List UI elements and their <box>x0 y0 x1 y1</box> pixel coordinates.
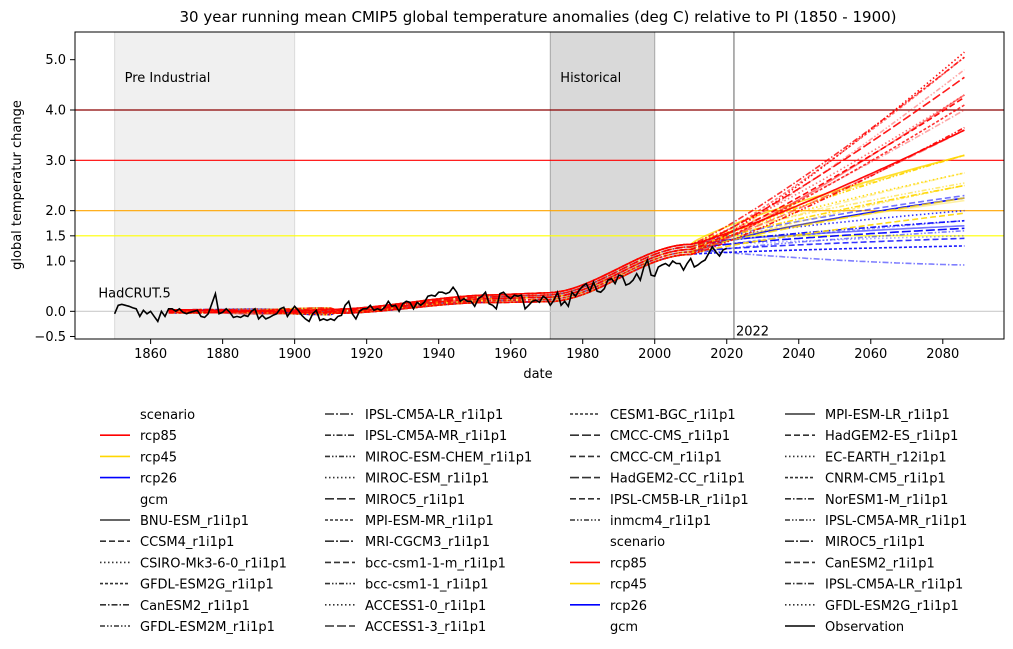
plot-area: Pre Industrial Historical 2022 HadCRUT.5 <box>74 31 1005 340</box>
y-tick-label-6: 4.0 <box>45 104 66 119</box>
shade-period-0 <box>114 31 296 340</box>
legend-label-2-9: rcp26 <box>610 599 647 614</box>
chart-title: 30 year running mean CMIP5 global temper… <box>179 8 896 26</box>
legend-label-3-5: IPSL-CM5A-MR_r1i1p1 <box>825 514 967 529</box>
legend: scenario rcp85 rcp45 rcp26 gcm BNU-ESM_r1i1p1… <box>100 408 967 635</box>
shade-period-1 <box>549 31 656 340</box>
x-tick-label-2080: 2080 <box>926 347 959 362</box>
legend-label-1-7: bcc-csm1-1-m_r1i1p1 <box>365 556 506 571</box>
legend-label-3-1: HadGEM2-ES_r1i1p1 <box>825 429 958 444</box>
legend-label-3-9: GFDL-ESM2G_r1i1p1 <box>825 599 959 614</box>
x-tick-label-2000: 2000 <box>638 347 671 362</box>
legend-label-2-7: rcp85 <box>610 556 647 571</box>
x-tick-label-1980: 1980 <box>566 347 599 362</box>
y-tick-label-3: 1.5 <box>45 229 66 244</box>
legend-label-0-8: GFDL-ESM2G_r1i1p1 <box>140 578 274 593</box>
legend-label-3-10: Observation <box>825 620 904 635</box>
legend-label-2-3: HadGEM2-CC_r1i1p1 <box>610 472 745 487</box>
legend-label-2-8: rcp45 <box>610 578 647 593</box>
y-tick-label-1: 0.0 <box>45 305 66 320</box>
legend-label-3-6: MIROC5_r1i1p1 <box>825 535 925 550</box>
legend-label-0-0: scenario <box>140 408 195 423</box>
legend-label-2-4: IPSL-CM5B-LR_r1i1p1 <box>610 493 749 508</box>
x-tick-label-1880: 1880 <box>206 347 239 362</box>
legend-label-1-6: MRI-CGCM3_r1i1p1 <box>365 535 490 550</box>
x-tick-label-2040: 2040 <box>782 347 815 362</box>
legend-label-1-0: IPSL-CM5A-LR_r1i1p1 <box>365 408 503 423</box>
legend-label-1-9: ACCESS1-0_r1i1p1 <box>365 599 486 614</box>
legend-label-2-6: scenario <box>610 535 665 550</box>
legend-label-2-5: inmcm4_r1i1p1 <box>610 514 711 529</box>
observation-line <box>113 245 728 324</box>
model-line-rcp85-12 <box>168 129 965 313</box>
y-tick-label-2: 1.0 <box>45 254 66 269</box>
annotations: Pre Industrial Historical 2022 HadCRUT.5 <box>98 32 769 339</box>
model-line-rcp26-5 <box>168 230 965 315</box>
x-tick-label-1900: 1900 <box>278 347 311 362</box>
legend-label-1-8: bcc-csm1-1_r1i1p1 <box>365 578 489 593</box>
x-tick-label-1920: 1920 <box>350 347 383 362</box>
shade-period-label-1: Historical <box>560 71 621 86</box>
legend-label-3-8: IPSL-CM5A-LR_r1i1p1 <box>825 578 963 593</box>
observation-label: HadCRUT.5 <box>98 287 170 302</box>
shaded-periods <box>114 31 656 340</box>
year-marker-label: 2022 <box>736 324 769 339</box>
x-axis: 1860 1880 1900 1920 1940 1960 1980 2000 2020 2040… <box>134 339 959 362</box>
shade-period-label-0: Pre Industrial <box>125 71 211 86</box>
legend-label-0-1: rcp85 <box>140 429 177 444</box>
x-tick-label-2060: 2060 <box>854 347 887 362</box>
legend-label-0-6: CCSM4_r1i1p1 <box>140 535 234 550</box>
legend-label-0-5: BNU-ESM_r1i1p1 <box>140 514 249 529</box>
legend-label-0-7: CSIRO-Mk3-6-0_r1i1p1 <box>140 556 287 571</box>
model-line-rcp85-3 <box>168 69 965 315</box>
legend-label-3-3: CNRM-CM5_r1i1p1 <box>825 472 946 487</box>
model-line-rcp85-11 <box>168 129 965 314</box>
x-tick-label-2020: 2020 <box>710 347 743 362</box>
y-tick-label-7: 5.0 <box>45 53 66 68</box>
legend-label-2-10: gcm <box>610 620 638 635</box>
x-tick-label-1960: 1960 <box>494 347 527 362</box>
legend-label-2-1: CMCC-CMS_r1i1p1 <box>610 429 730 444</box>
legend-label-3-0: MPI-ESM-LR_r1i1p1 <box>825 408 950 423</box>
x-tick-label-1860: 1860 <box>134 347 167 362</box>
y-axis: −0.5 0.0 1.0 1.5 2.0 3.0 4.0 5.0 <box>34 53 75 345</box>
legend-label-0-3: rcp26 <box>140 472 177 487</box>
legend-label-1-4: MIROC5_r1i1p1 <box>365 493 465 508</box>
legend-label-2-2: CMCC-CM_r1i1p1 <box>610 450 722 465</box>
x-axis-label: date <box>523 367 552 382</box>
legend-label-1-5: MPI-ESM-MR_r1i1p1 <box>365 514 494 529</box>
legend-label-3-4: NorESM1-M_r1i1p1 <box>825 493 948 508</box>
y-tick-label-0: −0.5 <box>34 330 66 345</box>
legend-label-1-2: MIROC-ESM-CHEM_r1i1p1 <box>365 450 532 465</box>
legend-label-0-2: rcp45 <box>140 450 177 465</box>
legend-label-0-9: CanESM2_r1i1p1 <box>140 599 250 614</box>
legend-label-1-10: ACCESS1-3_r1i1p1 <box>365 620 486 635</box>
legend-label-1-3: MIROC-ESM_r1i1p1 <box>365 472 489 487</box>
y-tick-label-5: 3.0 <box>45 154 66 169</box>
legend-label-3-7: CanESM2_r1i1p1 <box>825 556 935 571</box>
legend-label-1-1: IPSL-CM5A-MR_r1i1p1 <box>365 429 507 444</box>
legend-label-0-10: GFDL-ESM2M_r1i1p1 <box>140 620 275 635</box>
y-tick-label-4: 2.0 <box>45 204 66 219</box>
y-axis-label: global temperatur change <box>10 100 25 270</box>
x-tick-label-1940: 1940 <box>422 347 455 362</box>
legend-label-0-4: gcm <box>140 493 168 508</box>
observation-series <box>113 245 728 324</box>
model-line-rcp85-9 <box>168 109 965 314</box>
legend-label-3-2: EC-EARTH_r12i1p1 <box>825 450 947 465</box>
plot-frame <box>74 31 1005 340</box>
legend-label-2-0: CESM1-BGC_r1i1p1 <box>610 408 736 423</box>
